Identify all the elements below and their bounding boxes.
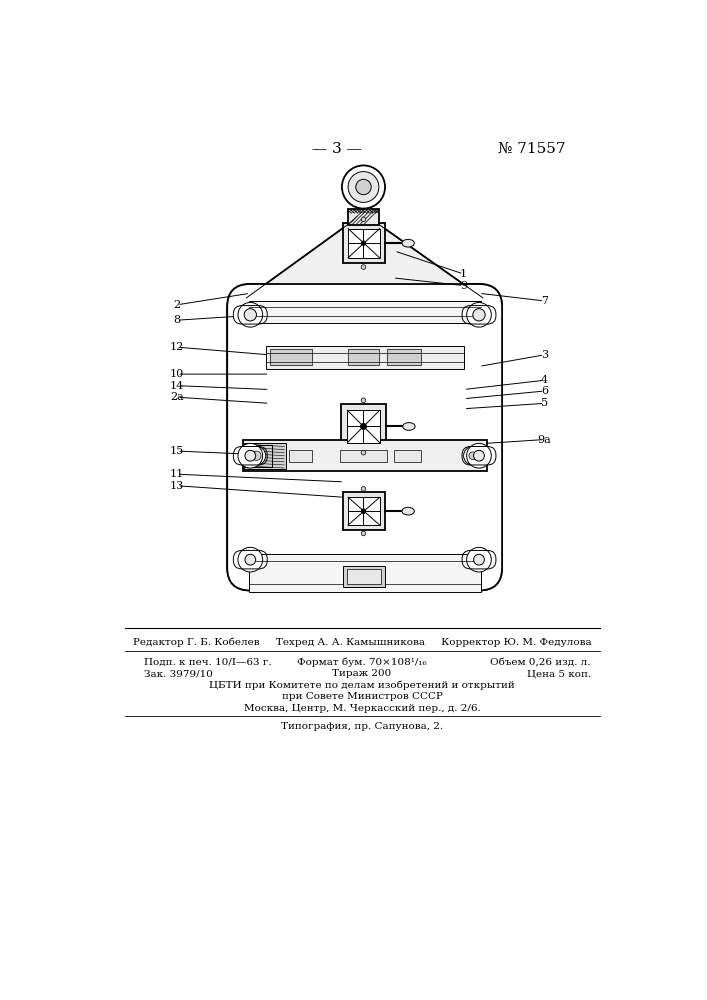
Circle shape	[361, 241, 366, 246]
Circle shape	[361, 487, 366, 491]
Text: 2: 2	[174, 300, 181, 310]
Text: 11: 11	[170, 469, 185, 479]
Text: при Совете Министров СССР: при Совете Министров СССР	[281, 692, 443, 701]
Ellipse shape	[402, 507, 414, 515]
Bar	[387, 349, 421, 365]
Text: Типография, пр. Сапунова, 2.: Типография, пр. Сапунова, 2.	[281, 722, 443, 731]
Bar	[343, 223, 385, 263]
Circle shape	[361, 531, 366, 536]
Bar	[266, 346, 464, 369]
Text: 4: 4	[541, 375, 548, 385]
Text: 1: 1	[460, 269, 467, 279]
Circle shape	[361, 450, 366, 455]
Bar	[343, 566, 385, 587]
Circle shape	[342, 165, 385, 209]
Circle shape	[238, 302, 262, 327]
Text: 14: 14	[170, 381, 185, 391]
Text: 15: 15	[170, 446, 185, 456]
Circle shape	[464, 446, 482, 465]
Text: 9: 9	[460, 281, 467, 291]
Circle shape	[467, 302, 491, 327]
Bar	[348, 229, 380, 258]
Circle shape	[361, 217, 366, 222]
Polygon shape	[247, 225, 483, 298]
Bar	[348, 209, 379, 225]
Text: № 71557: № 71557	[498, 142, 566, 156]
FancyBboxPatch shape	[227, 284, 502, 590]
Text: 8: 8	[174, 315, 181, 325]
Text: 10: 10	[170, 369, 185, 379]
Circle shape	[247, 446, 266, 465]
Text: Объем 0,26 изд. л.: Объем 0,26 изд. л.	[490, 658, 590, 667]
Bar	[288, 450, 312, 462]
Text: 9a: 9a	[537, 435, 551, 445]
Text: ЦБТИ при Комитете по делам изобретений и открытий: ЦБТИ при Комитете по делам изобретений и…	[209, 680, 515, 690]
Bar	[249, 301, 481, 323]
Bar	[249, 554, 481, 592]
Bar	[340, 450, 387, 462]
Text: Москва, Центр, М. Черкасский пер., д. 2/6.: Москва, Центр, М. Черкасский пер., д. 2/…	[244, 704, 480, 713]
Circle shape	[361, 398, 366, 403]
Text: 7: 7	[541, 296, 548, 306]
FancyBboxPatch shape	[227, 284, 502, 590]
Circle shape	[245, 554, 256, 565]
Text: 2a: 2a	[170, 392, 184, 402]
Circle shape	[361, 265, 366, 269]
Text: Редактор Г. Б. Кобелев     Техред А. А. Камышникова     Корректор Ю. М. Федулова: Редактор Г. Б. Кобелев Техред А. А. Камы…	[133, 637, 591, 647]
Bar	[347, 410, 380, 443]
Circle shape	[361, 423, 366, 430]
Text: Зак. 3979/10: Зак. 3979/10	[144, 669, 213, 678]
Circle shape	[467, 443, 491, 468]
Circle shape	[469, 452, 477, 460]
Bar	[341, 404, 386, 449]
Circle shape	[244, 309, 257, 321]
Circle shape	[474, 450, 484, 461]
Circle shape	[473, 309, 485, 321]
Bar	[395, 450, 421, 462]
Circle shape	[474, 554, 484, 565]
Bar	[348, 349, 379, 365]
Circle shape	[245, 450, 256, 461]
Text: 5: 5	[541, 398, 548, 408]
Bar	[346, 569, 381, 584]
Circle shape	[238, 547, 262, 572]
Text: — 3 —: — 3 —	[312, 142, 361, 156]
Text: 13: 13	[170, 481, 185, 491]
Text: Цена 5 коп.: Цена 5 коп.	[527, 669, 590, 678]
Text: 3: 3	[541, 350, 548, 360]
Bar	[269, 349, 312, 365]
Ellipse shape	[403, 423, 415, 430]
Bar	[348, 497, 380, 525]
Text: 12: 12	[170, 342, 185, 352]
Text: Подп. к печ. 10/I—63 г.: Подп. к печ. 10/I—63 г.	[144, 658, 271, 667]
Circle shape	[348, 172, 379, 202]
Bar	[243, 440, 486, 471]
Text: Формат бум. 70×108¹/₁₆: Формат бум. 70×108¹/₁₆	[297, 657, 427, 667]
Bar	[343, 492, 385, 530]
Text: 6: 6	[541, 386, 548, 396]
Circle shape	[238, 443, 262, 468]
Bar	[244, 443, 286, 469]
Circle shape	[361, 509, 366, 513]
Ellipse shape	[402, 239, 414, 247]
Circle shape	[252, 451, 261, 460]
Circle shape	[356, 179, 371, 195]
Circle shape	[467, 547, 491, 572]
Text: Тираж 200: Тираж 200	[332, 669, 392, 678]
